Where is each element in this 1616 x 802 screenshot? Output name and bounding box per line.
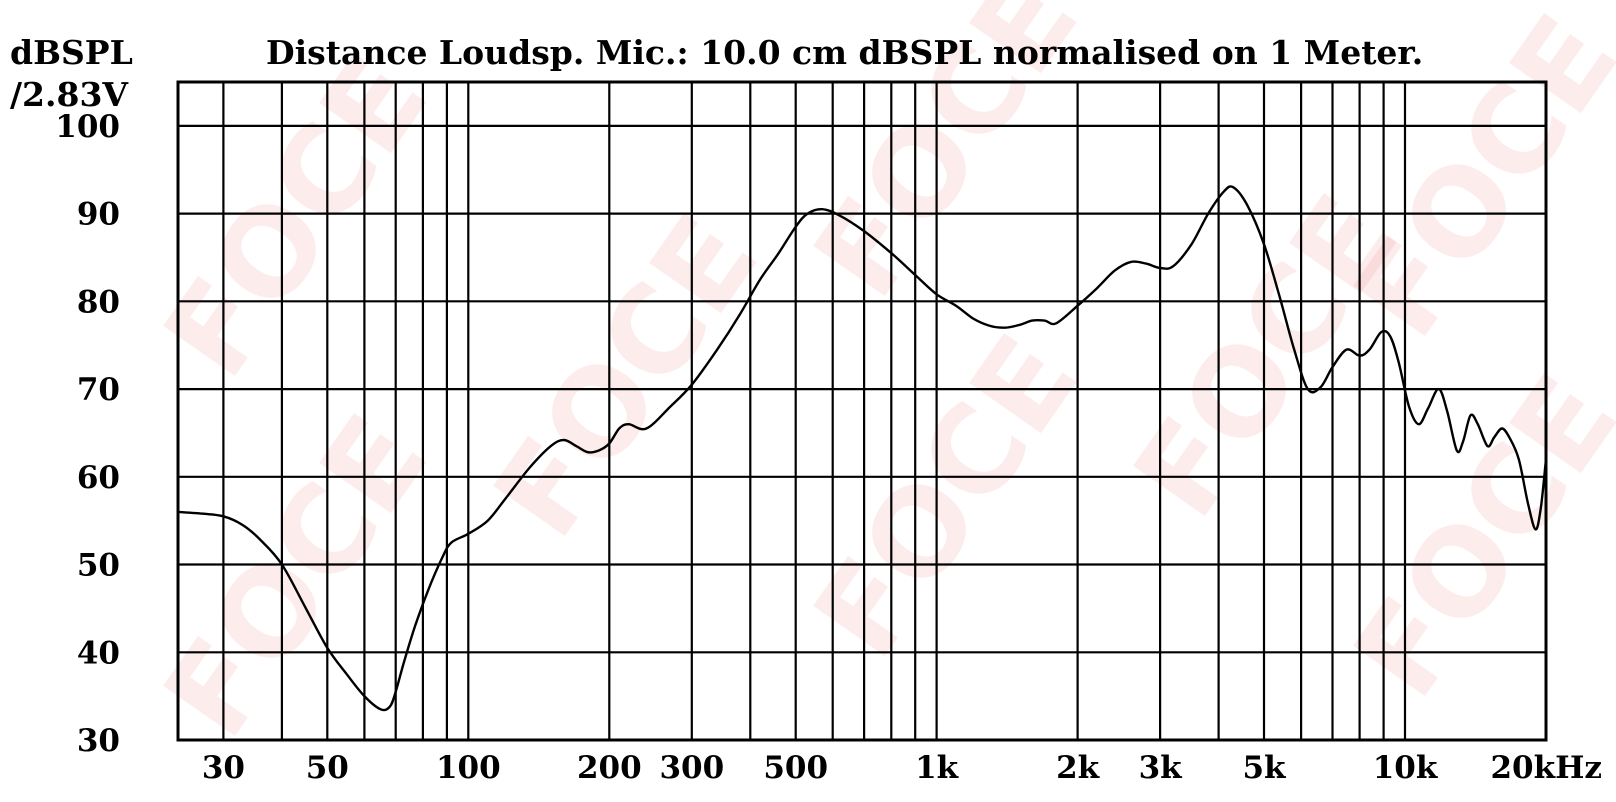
y-tick-label: 50: [77, 548, 120, 584]
watermark-text: FOCE: [138, 32, 455, 402]
y-tick-label: 100: [55, 109, 120, 145]
watermark-text: FOCE: [788, 312, 1105, 682]
x-tick-label: 10k: [1373, 750, 1439, 786]
x-tick-label: 3k: [1139, 750, 1184, 786]
y-tick-label: 30: [77, 723, 120, 759]
x-tick-label: 200: [577, 750, 642, 786]
x-tick-label: 5k: [1242, 750, 1287, 786]
x-tick-label: 500: [763, 750, 828, 786]
y-tick-label: 60: [77, 460, 120, 496]
y-tick-label: 80: [77, 284, 120, 320]
x-tick-label: 30: [202, 750, 245, 786]
y-tick-labels: 30 40 50 60 70 80 90 100: [55, 109, 120, 759]
chart-title: Distance Loudsp. Mic.: 10.0 cm dBSPL nor…: [266, 33, 1423, 72]
watermark-text: FOCE: [468, 192, 785, 562]
watermark-text: FOCE: [1108, 172, 1425, 542]
y-tick-label: 70: [77, 372, 120, 408]
x-tick-label: 2k: [1056, 750, 1101, 786]
y-axis-label-voltage: /2.83V: [10, 75, 129, 114]
x-tick-label: 1k: [915, 750, 960, 786]
x-tick-label: 20kHz: [1490, 750, 1602, 786]
x-tick-label: 300: [659, 750, 724, 786]
x-tick-label: 100: [436, 750, 501, 786]
watermark-text: FOCE: [1328, 352, 1616, 722]
y-axis-label-unit: dBSPL: [10, 33, 133, 72]
y-tick-label: 90: [77, 197, 120, 233]
x-tick-label: 50: [306, 750, 349, 786]
spl-response-curve: [177, 185, 1548, 712]
plot-frame: [176, 80, 1548, 742]
y-tick-label: 40: [77, 635, 120, 671]
watermark-text: FOCE: [138, 392, 455, 762]
x-tick-labels: 30 50 100 200 300 500 1k 2k 3k 5k 10k 20kHz: [202, 750, 1602, 786]
